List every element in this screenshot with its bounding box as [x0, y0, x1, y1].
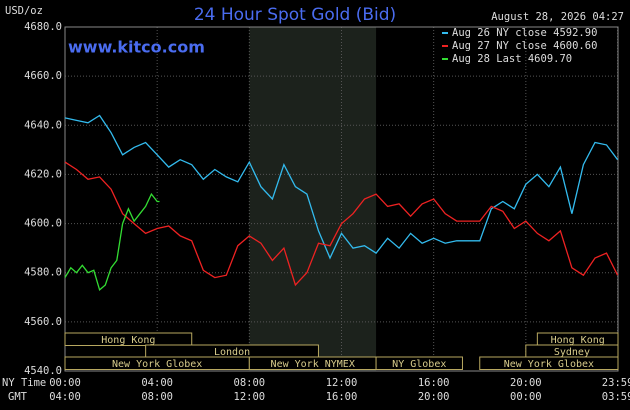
price-line — [64, 114, 619, 260]
y-tick-label: 4540.0 — [24, 365, 62, 377]
plot-frame — [64, 26, 619, 372]
session-shade — [249, 27, 377, 371]
x-tick-label: 00:00 — [49, 377, 81, 389]
y-tick-label: 4620.0 — [24, 168, 62, 180]
price-line — [64, 192, 160, 292]
legend-entry: Aug 28 Last 4609.70 — [452, 53, 572, 65]
session-label: New York NYMEX — [271, 359, 355, 370]
x-tick-label: 04:00 — [141, 377, 173, 389]
legend-entry: Aug 26 NY close 4592.90 — [452, 27, 597, 39]
price-line — [64, 161, 619, 287]
x-tick-label: 16:00 — [418, 377, 450, 389]
x-tick-label: 12:00 — [326, 377, 358, 389]
legend-entry: Aug 27 NY close 4600.60 — [452, 40, 597, 52]
x2-tick-label: 04:00 — [49, 391, 81, 403]
x2-tick-label: 12:00 — [234, 391, 266, 403]
x2-tick-label: 03:59 — [602, 391, 630, 403]
x2-tick-label: 00:00 — [510, 391, 542, 403]
session-label: Sydney — [554, 347, 590, 358]
x2-tick-label: 08:00 — [141, 391, 173, 403]
session-box — [375, 356, 463, 370]
session-box — [64, 332, 193, 346]
y-tick-label: 4680.0 — [24, 21, 62, 33]
x2-tick-label: 20:00 — [418, 391, 450, 403]
session-label: New York Globex — [112, 359, 202, 370]
session-label: Hong Kong — [101, 335, 155, 346]
watermark: www.kitco.com — [68, 38, 205, 57]
session-label: London — [214, 347, 250, 358]
y-axis-label: USD/oz — [5, 5, 43, 17]
session-label: NY Globex — [392, 359, 446, 370]
x-tick-label: 08:00 — [234, 377, 266, 389]
y-tick-label: 4640.0 — [24, 119, 62, 131]
y-tick-label: 4660.0 — [24, 70, 62, 82]
session-box — [479, 356, 619, 370]
chart-title: 24 Hour Spot Gold (Bid) — [194, 5, 396, 25]
y-tick-label: 4560.0 — [24, 316, 62, 328]
x-tick-label: 23:59 — [602, 377, 630, 389]
session-label: Hong Kong — [551, 335, 605, 346]
y-tick-label: 4580.0 — [24, 267, 62, 279]
x-axis-label: NY Time — [2, 377, 46, 389]
session-label: New York Globex — [504, 359, 594, 370]
timestamp: August 28, 2026 04:27 — [491, 11, 624, 23]
x-tick-label: 20:00 — [510, 377, 542, 389]
y-tick-label: 4600.0 — [24, 218, 62, 230]
x2-axis-label: GMT — [8, 391, 28, 403]
x2-tick-label: 16:00 — [326, 391, 358, 403]
plot-back — [64, 26, 619, 372]
